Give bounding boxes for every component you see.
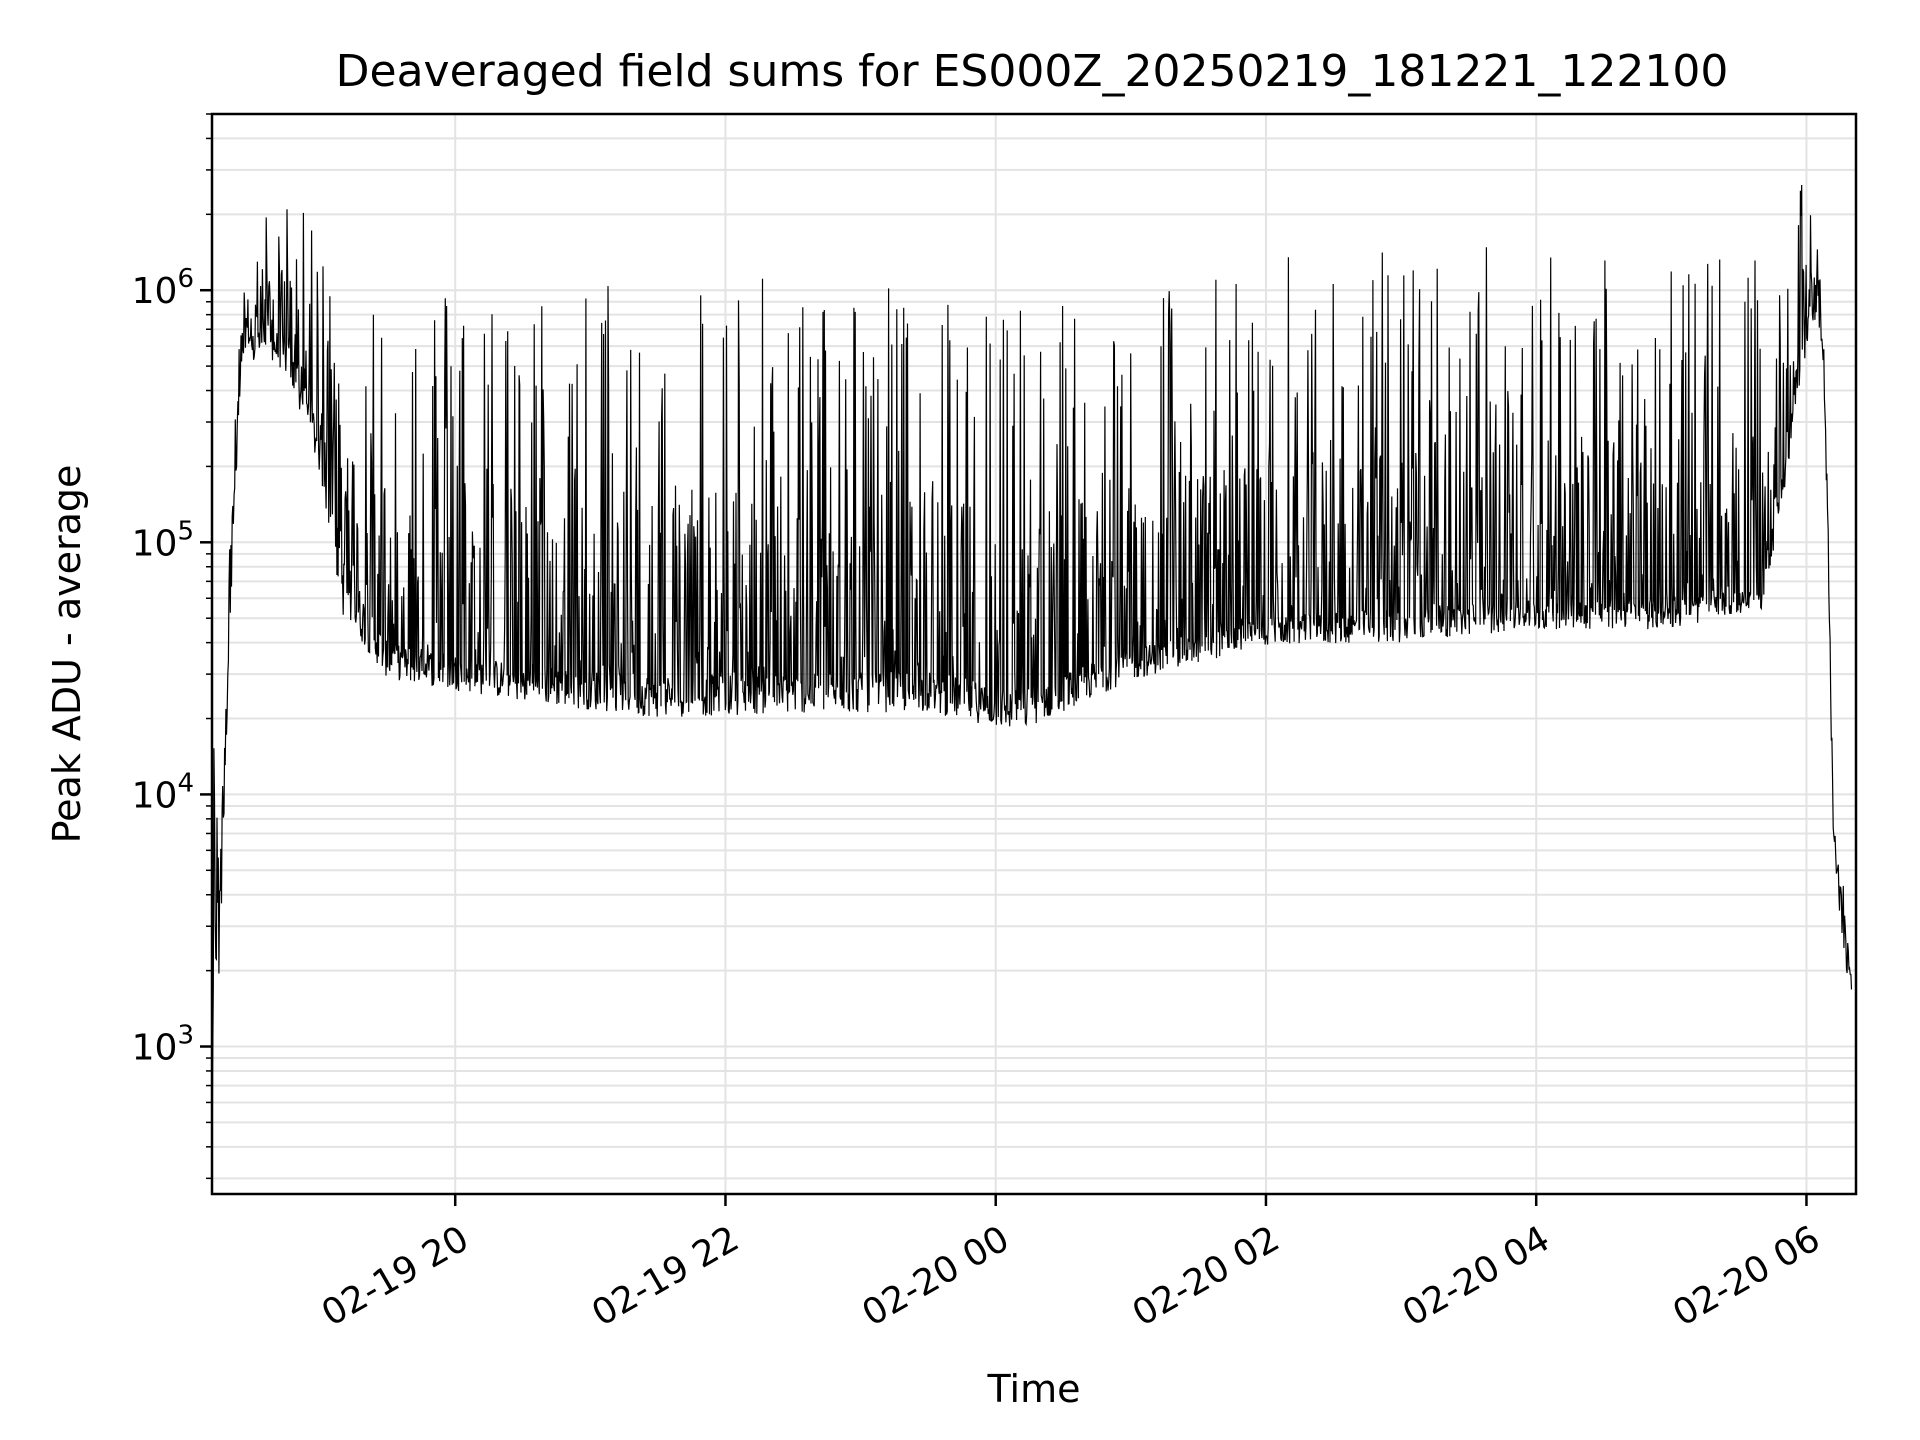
series-line — [211, 184, 1853, 1195]
x-tick-label: 02-20 00 — [856, 1218, 1017, 1334]
axes-frame — [210, 112, 1858, 1196]
y-tick-label: 105 — [132, 516, 194, 564]
x-tick-label: 02-20 02 — [1126, 1218, 1287, 1334]
plot-area — [211, 184, 1853, 1195]
x-axis-label: Time — [987, 1367, 1081, 1411]
x-axis: 02-19 20 02-19 22 02-20 00 02-20 02 02-20 04… — [315, 1194, 1827, 1335]
y-tick-label: 103 — [132, 1021, 194, 1069]
y-axis: 103 104 105 106 — [132, 113, 212, 1180]
y-axis-label: Peak ADU - average — [45, 465, 89, 844]
x-tick-label: 02-19 22 — [585, 1218, 746, 1334]
x-tick-label: 02-20 06 — [1666, 1218, 1827, 1334]
chart-title: Deaveraged field sums for ES000Z_2025021… — [336, 46, 1729, 97]
y-tick-label: 106 — [132, 264, 194, 312]
x-tick-label: 02-20 04 — [1396, 1218, 1557, 1334]
y-tick-label: 104 — [132, 768, 194, 816]
x-tick-label: 02-19 20 — [315, 1218, 476, 1334]
